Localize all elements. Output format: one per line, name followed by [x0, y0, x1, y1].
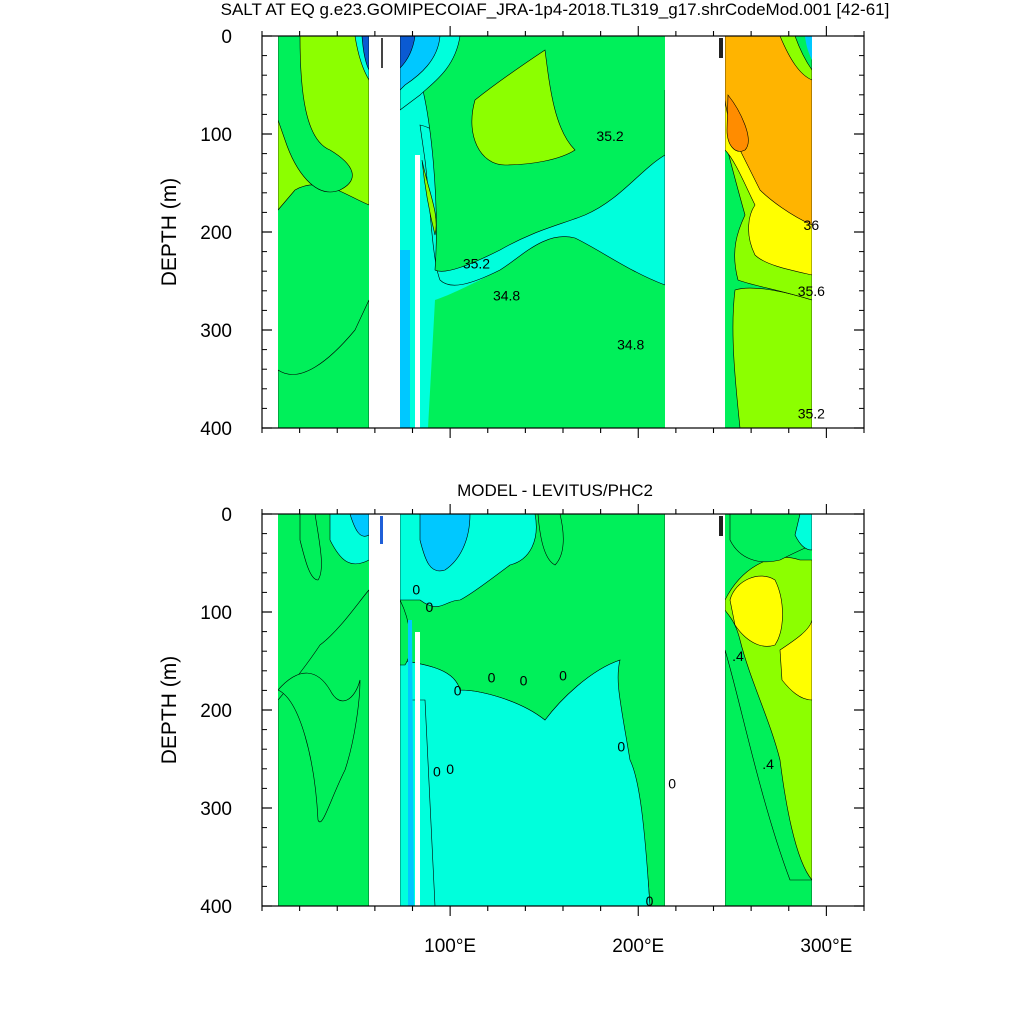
- salinity-contour-labels: 35.2 35.2 34.8 34.8 36 35.6 35.2: [463, 128, 825, 421]
- salinity-contour-fill: [262, 36, 864, 428]
- contour-label: 34.8: [617, 337, 644, 353]
- x-tick-label: 200°E: [612, 936, 664, 957]
- contour-label: .4: [762, 756, 774, 772]
- y-tick-label: 100: [200, 125, 232, 146]
- contour-label: 35.2: [463, 255, 490, 271]
- island-mark-1: [380, 516, 383, 544]
- contour-label: 0: [426, 599, 434, 615]
- land-sliver: [415, 632, 420, 906]
- top-panel-title: SALT AT EQ g.e23.GOMIPECOIAF_JRA-1p4-201…: [221, 0, 890, 19]
- y-tick-label: 200: [200, 223, 232, 244]
- y-tick-label: 0: [221, 27, 232, 48]
- y-tick-label: 400: [200, 897, 232, 918]
- x-tick-label: 100°E: [424, 936, 476, 957]
- island-mark-2: [719, 516, 723, 536]
- contour-label: .4: [732, 648, 744, 664]
- contour-label: 0: [488, 670, 496, 686]
- central-cyan-upper: [419, 514, 471, 572]
- y-tick-label: 100: [200, 603, 232, 624]
- contour-label: 35.6: [798, 283, 825, 299]
- atlantic-green-deep: [724, 649, 813, 906]
- west-edge-cyan: [400, 250, 410, 428]
- west-green-lens: [277, 672, 361, 823]
- west-green-tongue: [299, 514, 322, 581]
- atlantic-upper-cyan: [805, 36, 812, 60]
- central-cyan-strip: [408, 620, 414, 906]
- west-green-core: [277, 36, 353, 193]
- contour-label: 0: [520, 673, 528, 689]
- central-lime-lens: [471, 49, 576, 166]
- y-tick-label: 300: [200, 799, 232, 820]
- land-sliver: [415, 155, 420, 428]
- atlantic-orange-core: [726, 94, 749, 152]
- y-tick-label: 400: [200, 419, 232, 440]
- island-mark-1: [381, 38, 383, 68]
- land-gap-africa: [369, 36, 400, 428]
- contour-label: 0: [412, 581, 420, 597]
- y-axis-label: DEPTH (m): [158, 178, 181, 287]
- land-gap-americas: [665, 36, 725, 428]
- y-axis-label: DEPTH (m): [158, 656, 181, 765]
- contour-label: 34.8: [493, 288, 520, 304]
- salinity-panel: 35.2 35.2 34.8 34.8 36 35.6 35.2 0 100 200 300 400…: [158, 26, 865, 440]
- central-green-tongue: [537, 514, 564, 566]
- contour-label: 35.2: [596, 128, 623, 144]
- island-mark-2: [719, 38, 723, 58]
- x-axis-ticks: [261, 26, 865, 438]
- bottom-panel-title: MODEL - LEVITUS/PHC2: [457, 481, 653, 500]
- land-gap-americas: [665, 514, 725, 906]
- y-tick-label: 300: [200, 321, 232, 342]
- difference-contour-fill: [262, 514, 864, 906]
- y-axis-ticks: 0 100 200 300 400: [200, 27, 864, 440]
- land-gap-africa: [369, 514, 400, 906]
- contour-label: 36: [804, 217, 820, 233]
- contour-label: 35.2: [798, 405, 825, 421]
- contour-label: 0: [668, 776, 676, 792]
- x-axis-ticks: 100°E 200°E 300°E: [261, 504, 865, 957]
- y-tick-label: 200: [200, 701, 232, 722]
- contour-label: 0: [454, 682, 462, 698]
- contour-label: 0: [646, 893, 654, 909]
- thermocline-lime-sliver: [421, 159, 437, 236]
- contour-label: 0: [446, 761, 454, 777]
- atlantic-yellow-upper: [729, 575, 783, 647]
- central-green: [399, 514, 666, 906]
- y-tick-label: 0: [221, 505, 232, 526]
- y-axis-ticks: 0 100 200 300 400: [200, 505, 864, 918]
- central-green-upper: [470, 36, 665, 123]
- difference-panel: MODEL - LEVITUS/PHC2: [158, 481, 865, 957]
- contour-label: 0: [617, 738, 625, 754]
- contour-label: 0: [559, 668, 567, 684]
- x-tick-label: 300°E: [800, 936, 852, 957]
- contour-label: 0: [433, 764, 441, 780]
